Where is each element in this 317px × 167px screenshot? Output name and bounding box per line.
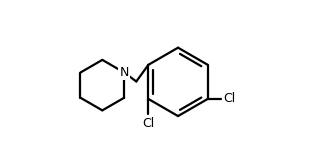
Text: Cl: Cl [142, 117, 155, 130]
Text: N: N [120, 66, 129, 79]
Text: Cl: Cl [223, 93, 235, 106]
